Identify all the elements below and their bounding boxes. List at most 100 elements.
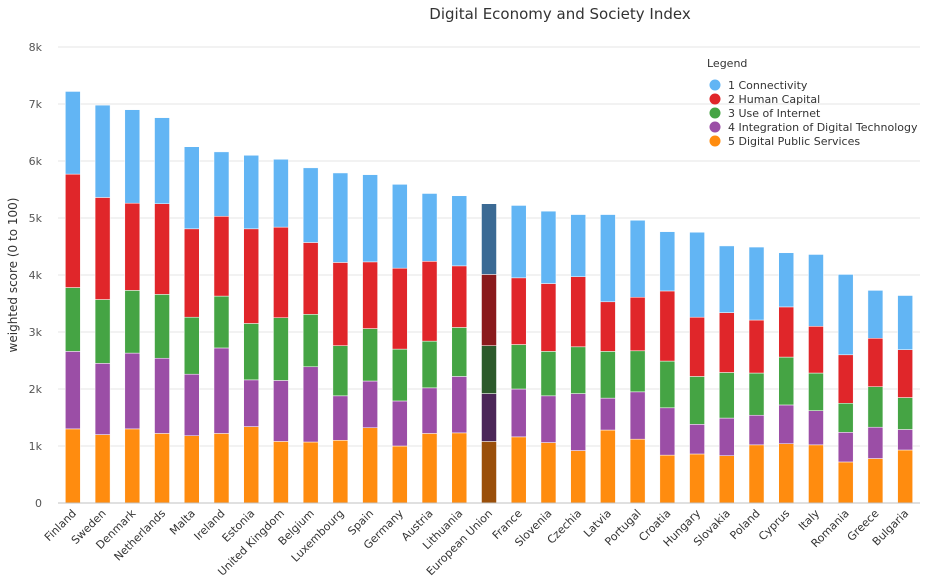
bar-segment[interactable] <box>65 428 81 504</box>
bar-segment[interactable] <box>332 345 349 397</box>
bar-segment[interactable] <box>778 443 794 504</box>
bar-segment[interactable] <box>65 91 81 175</box>
bar-segment[interactable] <box>600 429 616 504</box>
bar-segment[interactable] <box>124 109 141 204</box>
bar-segment[interactable] <box>184 316 200 375</box>
bar-segment[interactable] <box>302 314 319 368</box>
bar-segment[interactable] <box>719 312 735 373</box>
bar-segment[interactable] <box>184 146 200 230</box>
bar-segment[interactable] <box>540 351 557 397</box>
bar-segment[interactable] <box>124 428 141 504</box>
bar-segment[interactable] <box>837 354 854 404</box>
bar-segment[interactable] <box>392 267 408 350</box>
legend-item[interactable]: 1 Connectivity <box>709 79 808 92</box>
bar-segment[interactable] <box>540 395 557 443</box>
bar-segment[interactable] <box>421 433 438 504</box>
bar-segment[interactable] <box>421 340 438 389</box>
bar-segment[interactable] <box>689 453 705 504</box>
bar-segment[interactable] <box>213 433 230 504</box>
bar-segment[interactable] <box>302 167 319 243</box>
bar-segment[interactable] <box>897 429 913 451</box>
bar-segment[interactable] <box>629 438 646 504</box>
bar-segment[interactable] <box>243 228 259 324</box>
bar-segment[interactable] <box>302 441 319 504</box>
bar-segment[interactable] <box>213 347 230 434</box>
bar-segment[interactable] <box>719 455 735 504</box>
bar-segment[interactable] <box>748 246 765 321</box>
bar-segment[interactable] <box>510 344 527 390</box>
bar-segment[interactable] <box>689 232 705 318</box>
bar-segment[interactable] <box>184 373 200 436</box>
bar-segment[interactable] <box>362 427 378 504</box>
bar-segment[interactable] <box>540 442 557 504</box>
bar-segment[interactable] <box>421 387 438 434</box>
bar-segment[interactable] <box>837 274 854 356</box>
bar-segment[interactable] <box>748 444 765 504</box>
bar-segment[interactable] <box>748 372 765 416</box>
bar-segment[interactable] <box>897 397 913 430</box>
bar-segment[interactable] <box>451 432 468 504</box>
bar-segment[interactable] <box>392 445 408 504</box>
bar-segment[interactable] <box>451 265 468 328</box>
bar-segment[interactable] <box>481 345 497 394</box>
bar-segment[interactable] <box>867 458 884 504</box>
bar-segment[interactable] <box>659 360 676 409</box>
bar-segment[interactable] <box>154 433 170 504</box>
bar-segment[interactable] <box>332 440 349 504</box>
bar-segment[interactable] <box>629 220 646 298</box>
bar-segment[interactable] <box>510 205 527 279</box>
bar-segment[interactable] <box>600 397 616 431</box>
bar-segment[interactable] <box>778 404 794 444</box>
bar-segment[interactable] <box>94 104 111 198</box>
bar-segment[interactable] <box>154 294 170 359</box>
bar-segment[interactable] <box>332 395 349 441</box>
bar-segment[interactable] <box>659 407 676 456</box>
bar-segment[interactable] <box>65 173 81 288</box>
bar-segment[interactable] <box>392 184 408 269</box>
bar-segment[interactable] <box>184 228 200 318</box>
bar-segment[interactable] <box>332 262 349 346</box>
bar-segment[interactable] <box>808 372 824 411</box>
bar-segment[interactable] <box>719 417 735 456</box>
bar-segment[interactable] <box>540 283 557 352</box>
bar-segment[interactable] <box>332 172 349 263</box>
bar-segment[interactable] <box>808 326 824 374</box>
bar-segment[interactable] <box>154 117 170 204</box>
bar-segment[interactable] <box>124 290 141 354</box>
bar-segment[interactable] <box>719 372 735 419</box>
bar-segment[interactable] <box>362 328 378 382</box>
bar-segment[interactable] <box>273 226 289 318</box>
bar-segment[interactable] <box>243 379 259 427</box>
bar-segment[interactable] <box>362 174 378 263</box>
bar-segment[interactable] <box>600 301 616 352</box>
bar-segment[interactable] <box>689 376 705 425</box>
bar-segment[interactable] <box>689 424 705 455</box>
bar-segment[interactable] <box>837 403 854 433</box>
legend-item[interactable]: 2 Human Capital <box>709 93 821 106</box>
bar-segment[interactable] <box>94 363 111 435</box>
bar-segment[interactable] <box>897 295 913 350</box>
bar-segment[interactable] <box>481 441 497 504</box>
bar-segment[interactable] <box>510 436 527 504</box>
bar-segment[interactable] <box>302 242 319 315</box>
bar-segment[interactable] <box>362 380 378 429</box>
bar-segment[interactable] <box>273 159 289 228</box>
bar-segment[interactable] <box>154 357 170 434</box>
bar-segment[interactable] <box>570 276 586 348</box>
bar-segment[interactable] <box>94 434 111 504</box>
bar-segment[interactable] <box>897 349 913 398</box>
bar-segment[interactable] <box>570 346 586 394</box>
bar-segment[interactable] <box>510 388 527 438</box>
bar-segment[interactable] <box>481 274 497 346</box>
bar-segment[interactable] <box>897 449 913 504</box>
legend-item[interactable]: 4 Integration of Digital Technology <box>709 121 918 134</box>
bar-segment[interactable] <box>65 351 81 430</box>
bar-segment[interactable] <box>808 444 824 504</box>
bar-segment[interactable] <box>629 391 646 440</box>
bar-segment[interactable] <box>659 290 676 362</box>
bar-segment[interactable] <box>689 316 705 377</box>
bar-segment[interactable] <box>154 203 170 295</box>
bar-segment[interactable] <box>124 202 141 291</box>
bar-segment[interactable] <box>481 393 497 442</box>
bar-segment[interactable] <box>362 261 378 329</box>
